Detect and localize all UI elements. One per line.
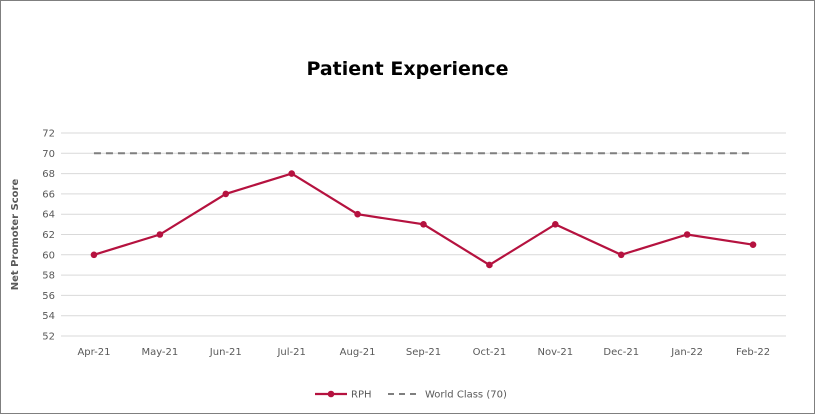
x-tick-label: Nov-21 [538,347,574,358]
legend-label-rph: RPH [351,390,372,401]
x-tick-label: Apr-21 [77,347,110,358]
x-tick-label: Jul-21 [276,347,305,358]
data-point-rph [486,261,493,269]
y-tick-label: 60 [42,250,55,261]
chart-title: Patient Experience [306,58,509,80]
data-point-rph [90,251,98,259]
y-tick-label: 54 [42,311,55,322]
legend-label-world-class: World Class (70) [425,390,507,401]
x-tick-label: Feb-22 [736,347,770,358]
x-tick-label: Oct-21 [473,347,507,358]
y-tick-label: 52 [42,332,55,343]
y-tick-label: 62 [42,230,55,241]
data-point-rph [222,190,230,198]
data-point-rph [552,221,559,228]
series-line-rph [93,172,754,267]
x-tick-label: Sep-21 [406,347,441,358]
y-tick-label: 56 [42,291,55,302]
data-point-rph [156,231,164,238]
data-point-rph [354,210,361,218]
x-tick-label: Jan-22 [670,347,703,358]
y-tick-label: 68 [42,169,55,180]
data-point-rph [617,251,625,259]
x-tick-label: Aug-21 [340,347,376,358]
x-tick-label: Dec-21 [603,347,639,358]
y-tick-label: 64 [42,210,55,221]
x-tick-label: Jun-21 [209,347,242,358]
y-tick-label: 70 [42,149,55,160]
data-point-rph [420,221,427,228]
y-tick-label: 72 [42,129,55,140]
data-point-rph [749,241,757,248]
data-point-rph [288,170,295,177]
data-point-rph [683,231,691,238]
y-tick-label: 58 [42,271,55,282]
x-tick-label: May-21 [141,347,178,358]
y-tick-label: 66 [42,189,55,200]
legend-marker-rph [327,390,335,398]
y-axis-label: Net Promoter Score [10,179,21,291]
